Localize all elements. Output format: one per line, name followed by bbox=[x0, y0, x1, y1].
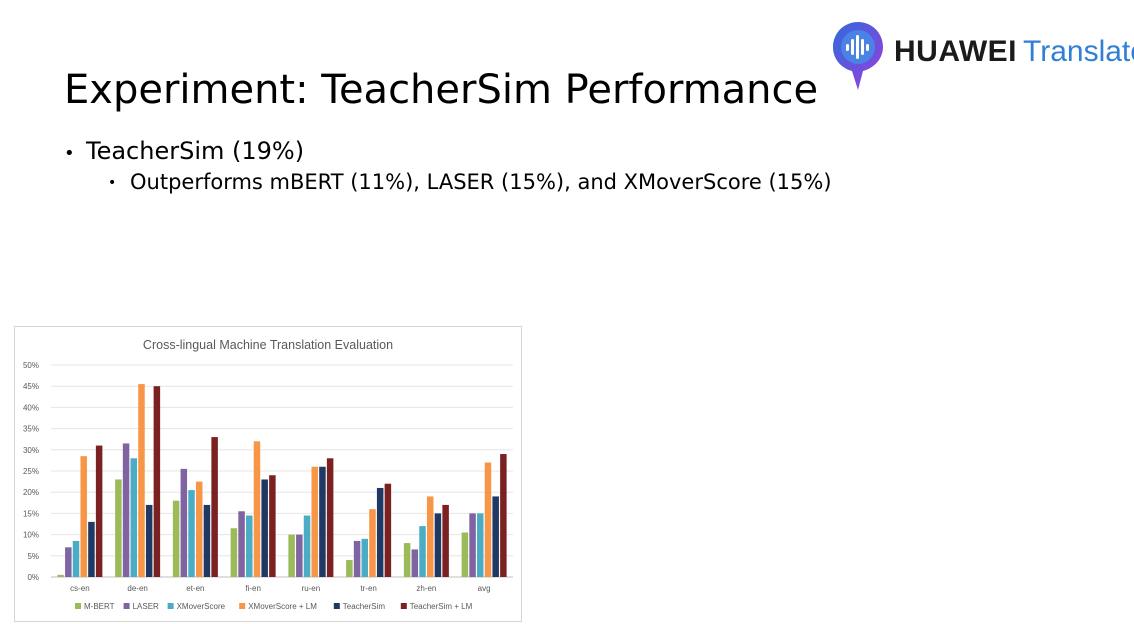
y-tick-label: 50% bbox=[23, 361, 39, 370]
y-tick-label: 45% bbox=[23, 382, 39, 391]
bar-xmoverscore bbox=[361, 538, 369, 577]
legend-swatch bbox=[167, 603, 174, 609]
bar-xmoverscore-lm bbox=[80, 456, 87, 577]
bar-xmoverscore bbox=[419, 526, 426, 577]
bullet-level1: • TeacherSim (19%) bbox=[64, 135, 304, 170]
bar-laser bbox=[296, 534, 303, 577]
y-tick-label: 25% bbox=[23, 467, 39, 476]
logo-brand-text: HUAWEI bbox=[894, 35, 1017, 68]
bar-laser bbox=[238, 511, 245, 577]
bar-teachersim bbox=[492, 496, 499, 577]
logo-wordmark: HUAWEITranslate bbox=[894, 32, 1134, 72]
bar-xmoverscore bbox=[477, 513, 484, 577]
legend-label: TeacherSim bbox=[343, 602, 386, 611]
bar-teachersim-lm bbox=[442, 504, 449, 577]
bar-teachersim bbox=[261, 479, 268, 577]
legend-label: TeacherSim + LM bbox=[410, 602, 473, 611]
bullet-level1-text: TeacherSim (19%) bbox=[86, 137, 305, 165]
bar-laser bbox=[353, 540, 361, 577]
y-tick-label: 15% bbox=[23, 509, 39, 518]
bar-chart: Cross-lingual Machine Translation Evalua… bbox=[23, 338, 513, 611]
bar-xmoverscore-lm bbox=[253, 441, 261, 577]
bar-laser bbox=[122, 443, 130, 577]
bullet-dot: • bbox=[64, 143, 75, 164]
x-tick-label: tr-en bbox=[360, 584, 376, 593]
y-tick-label: 35% bbox=[23, 425, 39, 434]
bar-laser bbox=[65, 547, 72, 577]
bar-teachersim bbox=[88, 521, 95, 577]
logo-product-text: Translate bbox=[1023, 35, 1134, 68]
legend-label: XMoverScore + LM bbox=[248, 602, 317, 611]
bar-m-bert bbox=[346, 560, 353, 577]
y-tick-label: 10% bbox=[23, 531, 39, 540]
bar-teachersim bbox=[376, 487, 384, 577]
bar-m-bert bbox=[461, 532, 469, 577]
bar-laser bbox=[180, 468, 188, 577]
chart-title: Cross-lingual Machine Translation Evalua… bbox=[143, 338, 393, 352]
legend-swatch bbox=[400, 603, 407, 609]
x-tick-label: zh-en bbox=[416, 584, 436, 593]
bar-teachersim bbox=[434, 513, 442, 577]
bar-teachersim bbox=[145, 504, 153, 577]
bar-xmoverscore bbox=[130, 458, 138, 577]
bar-xmoverscore-lm bbox=[311, 466, 318, 577]
bar-m-bert bbox=[172, 500, 180, 577]
y-tick-label: 20% bbox=[23, 488, 39, 497]
x-tick-label: ru-en bbox=[302, 584, 321, 593]
legend-swatch bbox=[75, 603, 81, 609]
bar-m-bert bbox=[403, 543, 411, 577]
bar-teachersim-lm bbox=[153, 386, 161, 577]
y-tick-label: 5% bbox=[27, 552, 39, 561]
bar-teachersim bbox=[203, 504, 211, 577]
x-tick-label: avg bbox=[478, 584, 491, 593]
legend-label: XMoverScore bbox=[177, 602, 226, 611]
legend-label: LASER bbox=[133, 602, 159, 611]
bar-xmoverscore-lm bbox=[426, 496, 434, 577]
x-tick-label: et-en bbox=[186, 584, 204, 593]
bar-xmoverscore-lm bbox=[195, 481, 203, 577]
speech-bubble-soundwave-icon bbox=[833, 22, 883, 90]
huawei-translate-logo: HUAWEITranslate bbox=[830, 18, 1134, 94]
bar-xmoverscore bbox=[303, 515, 311, 577]
y-tick-label: 0% bbox=[27, 573, 39, 582]
bar-teachersim-lm bbox=[384, 483, 392, 577]
bar-xmoverscore bbox=[246, 515, 253, 577]
bar-teachersim-lm bbox=[211, 437, 218, 577]
y-tick-label: 40% bbox=[23, 403, 39, 412]
y-tick-label: 30% bbox=[23, 446, 39, 455]
bullet-level2-text: Outperforms mBERT (11%), LASER (15%), an… bbox=[130, 170, 832, 194]
legend-label: M-BERT bbox=[84, 602, 115, 611]
bar-teachersim-lm bbox=[326, 458, 334, 577]
chart-container: Cross-lingual Machine Translation Evalua… bbox=[14, 326, 522, 622]
bar-m-bert bbox=[57, 574, 64, 577]
slide-title: Experiment: TeacherSim Performance bbox=[64, 67, 819, 113]
bar-m-bert bbox=[288, 534, 295, 577]
bar-laser bbox=[469, 513, 476, 577]
bar-teachersim-lm bbox=[95, 445, 103, 577]
x-tick-label: fi-en bbox=[245, 584, 261, 593]
legend-swatch bbox=[333, 603, 340, 609]
bar-laser bbox=[411, 549, 419, 577]
bar-m-bert bbox=[230, 528, 238, 577]
x-tick-label: de-en bbox=[127, 584, 147, 593]
x-tick-label: cs-en bbox=[70, 584, 90, 593]
legend-swatch bbox=[239, 603, 246, 609]
bar-teachersim bbox=[319, 466, 326, 577]
bullet-level2: • Outperforms mBERT (11%), LASER (15%), a… bbox=[108, 168, 832, 197]
bar-teachersim-lm bbox=[269, 475, 276, 577]
bar-xmoverscore-lm bbox=[369, 509, 376, 577]
bar-xmoverscore bbox=[188, 490, 195, 577]
bar-xmoverscore bbox=[72, 540, 80, 577]
bullet-dot: • bbox=[108, 175, 117, 191]
bar-xmoverscore-lm bbox=[138, 384, 145, 577]
legend-swatch bbox=[123, 603, 130, 609]
bar-xmoverscore-lm bbox=[484, 462, 492, 577]
bar-teachersim-lm bbox=[500, 454, 507, 577]
bar-m-bert bbox=[115, 479, 122, 577]
